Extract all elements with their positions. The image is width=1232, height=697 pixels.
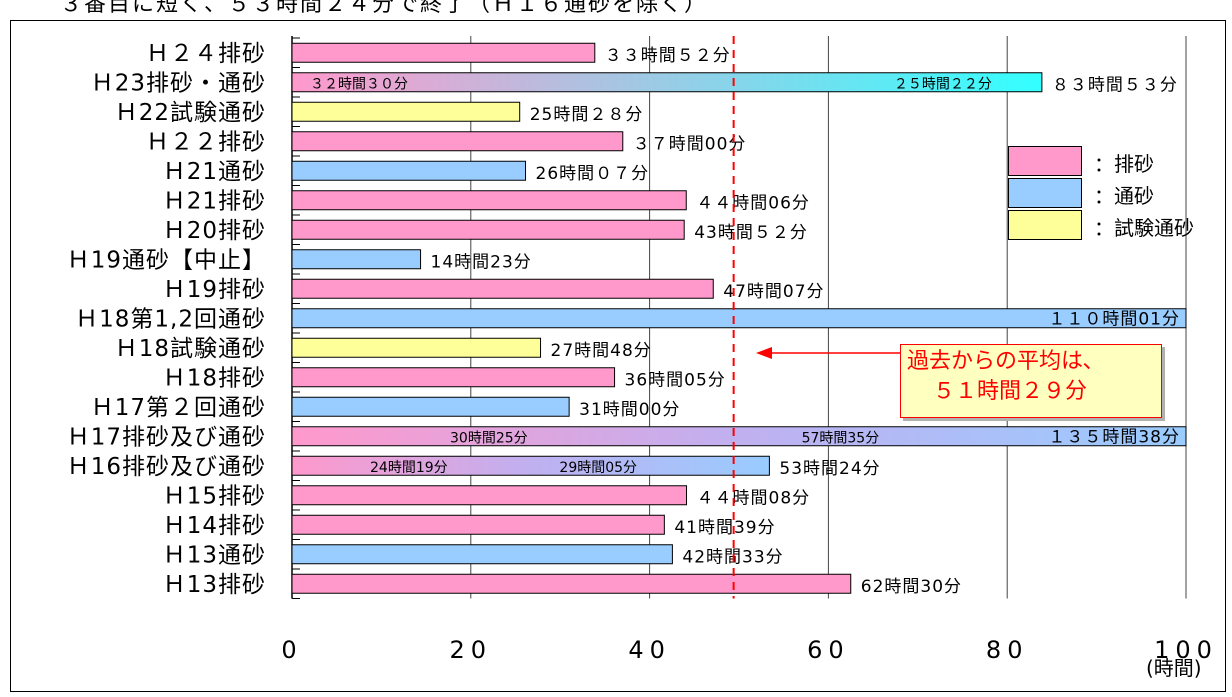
bar bbox=[291, 573, 852, 594]
bar bbox=[291, 278, 714, 299]
plot-frame bbox=[10, 20, 1226, 692]
bar bbox=[291, 367, 616, 388]
value-label: ４４時間06分 bbox=[696, 193, 810, 213]
category-label: Ｈ19通砂【中止】 bbox=[67, 247, 266, 273]
value-label: 26時間０７分 bbox=[536, 164, 650, 184]
legend-item-shiken: ：試験通砂 bbox=[1008, 210, 1232, 240]
value-label: 36時間05分 bbox=[625, 370, 726, 390]
value-label: ３７時間00分 bbox=[633, 134, 747, 154]
bar bbox=[291, 426, 1187, 447]
value-label: 62時間30分 bbox=[861, 577, 962, 597]
value-label: 42時間33分 bbox=[682, 547, 783, 567]
category-label: Ｈ18排砂 bbox=[163, 365, 266, 391]
top-caption: ３番目に短く、５３時間２４分で終了（Ｈ１６通砂を除く） bbox=[60, 0, 709, 17]
segment-label: ３２時間３０分 bbox=[310, 76, 408, 92]
value-label: 25時間２８分 bbox=[530, 105, 644, 125]
category-label: Ｈ22試験通砂 bbox=[115, 100, 266, 126]
bar bbox=[291, 396, 570, 417]
value-label: 14時間23分 bbox=[431, 252, 532, 272]
x-tick-label: 40 bbox=[628, 636, 671, 664]
legend-item-haisa: ：排砂 bbox=[1008, 146, 1232, 176]
bar bbox=[291, 160, 527, 181]
value-label: 53時間24分 bbox=[779, 459, 880, 479]
legend-item-tsusa: ：通砂 bbox=[1008, 178, 1232, 208]
x-tick-label: 20 bbox=[450, 636, 493, 664]
bar bbox=[291, 42, 596, 63]
value-label: ４４時間08分 bbox=[697, 488, 811, 508]
category-label: Ｈ20排砂 bbox=[163, 218, 266, 244]
segment-label: ２５時間２２分 bbox=[894, 76, 992, 92]
category-label: Ｈ19排砂 bbox=[163, 277, 266, 303]
category-label: Ｈ16排砂及び通砂 bbox=[67, 454, 266, 480]
value-label: １３５時間38分 bbox=[1048, 427, 1180, 447]
segment-label: 24時間19分 bbox=[370, 460, 448, 476]
bar bbox=[291, 485, 688, 506]
value-label: 31時間00分 bbox=[579, 400, 680, 420]
x-tick-label: 0 bbox=[281, 636, 302, 664]
bar bbox=[291, 455, 770, 476]
category-label: Ｈ21排砂 bbox=[163, 188, 266, 214]
value-label: ８３時間５３分 bbox=[1052, 75, 1178, 95]
value-label: 47時間07分 bbox=[723, 282, 824, 302]
value-label: ３３時間５２分 bbox=[605, 46, 731, 66]
legend-label-tsusa: ：通砂 bbox=[1094, 184, 1154, 208]
category-label: Ｈ18第1,2回通砂 bbox=[75, 306, 266, 332]
category-label: Ｈ13排砂 bbox=[163, 572, 266, 598]
category-label: Ｈ２４排砂 bbox=[146, 41, 266, 67]
bar bbox=[291, 514, 665, 535]
category-label: Ｈ13通砂 bbox=[163, 542, 266, 568]
x-tick-label: 100 bbox=[1154, 636, 1218, 664]
legend-label-haisa: ：排砂 bbox=[1094, 152, 1154, 176]
bar bbox=[291, 219, 685, 240]
x-tick-label: 80 bbox=[986, 636, 1029, 664]
category-label: Ｈ15排砂 bbox=[163, 483, 266, 509]
category-label: Ｈ18試験通砂 bbox=[115, 336, 266, 362]
x-axis-unit: (時間) bbox=[1146, 656, 1202, 680]
category-label: Ｈ14排砂 bbox=[163, 513, 266, 539]
value-label: 27時間48分 bbox=[551, 341, 652, 361]
category-label: Ｈ23排砂・通砂 bbox=[91, 70, 266, 96]
bar bbox=[291, 337, 542, 358]
category-label: Ｈ17第２回通砂 bbox=[91, 395, 266, 421]
segment-label: 57時間35分 bbox=[802, 430, 880, 446]
legend-swatch-haisa bbox=[1008, 146, 1082, 176]
segment-label: 30時間25分 bbox=[450, 430, 528, 446]
legend-label-shiken: ：試験通砂 bbox=[1094, 216, 1194, 240]
legend-swatch-tsusa bbox=[1008, 178, 1082, 208]
bar bbox=[291, 308, 1187, 329]
category-label: Ｈ17排砂及び通砂 bbox=[67, 424, 266, 450]
x-tick-label: 60 bbox=[807, 636, 850, 664]
bar bbox=[291, 72, 1043, 93]
average-callout-line2: ５１時間２９分 bbox=[933, 379, 1088, 404]
bar bbox=[291, 131, 624, 152]
bar bbox=[291, 544, 673, 565]
value-label: 43時間５２分 bbox=[694, 223, 808, 243]
average-callout: 過去からの平均は､ ５１時間２９分 bbox=[900, 344, 1162, 418]
bar bbox=[291, 101, 521, 122]
value-label: １１０時間01分 bbox=[1048, 309, 1180, 329]
bar bbox=[291, 190, 687, 211]
value-label: 41時間39分 bbox=[674, 518, 775, 538]
legend-swatch-shiken bbox=[1008, 210, 1082, 240]
category-label: Ｈ２２排砂 bbox=[146, 129, 266, 155]
callout-arrow-head bbox=[756, 347, 772, 359]
category-label: Ｈ21通砂 bbox=[163, 159, 266, 185]
segment-label: 29時間05分 bbox=[559, 460, 637, 476]
bar bbox=[291, 249, 422, 270]
average-callout-line1: 過去からの平均は､ bbox=[907, 349, 1095, 374]
